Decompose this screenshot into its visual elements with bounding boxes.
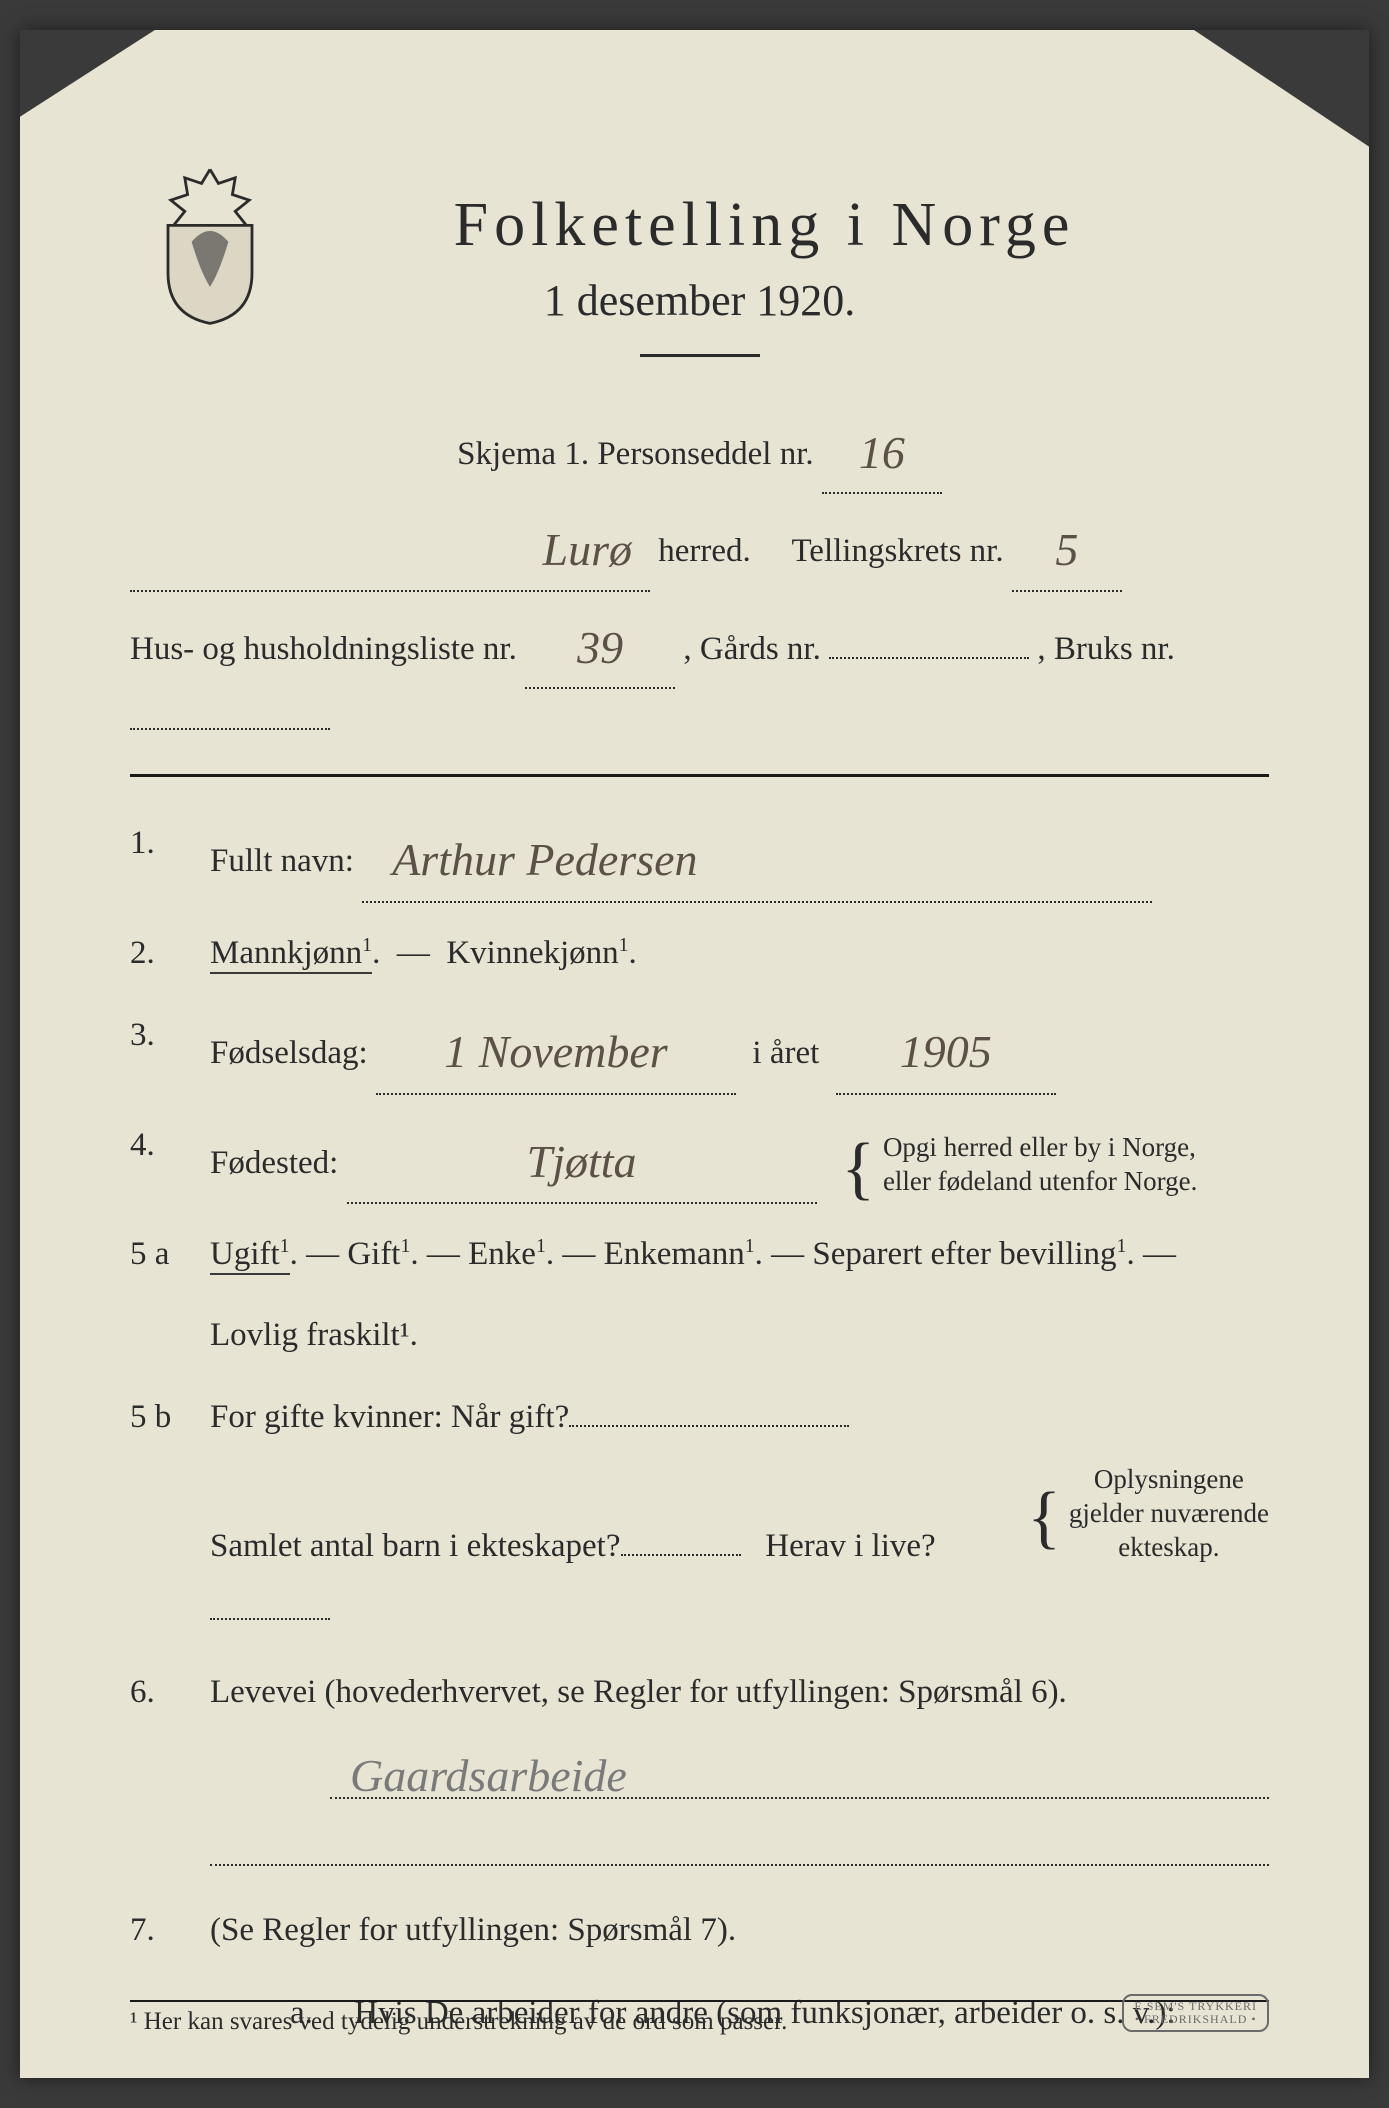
skjema-label: Skjema 1. Personseddel nr. bbox=[457, 436, 814, 472]
q4-value: Tjøtta bbox=[527, 1136, 637, 1187]
form-title: Folketelling i Norge bbox=[260, 190, 1269, 261]
q7: 7. (Se Regler for utfyllingen: Spørsmål … bbox=[130, 1898, 1269, 2078]
q6-value: Gaardsarbeide bbox=[350, 1731, 627, 1821]
gards-label: , Gårds nr. bbox=[683, 631, 820, 667]
q6-text: Levevei (hovederhvervet, se Regler for u… bbox=[210, 1674, 1067, 1710]
q4-label: Fødested: bbox=[210, 1145, 338, 1181]
footer: ¹ Her kan svares ved tydelig understrekn… bbox=[130, 2000, 1269, 2036]
fold-corner bbox=[1191, 30, 1369, 148]
q5a: 5 a Ugift1. — Gift1. — Enke1. — Enkemann… bbox=[130, 1222, 1269, 1367]
q5a-line2: Lovlig fraskilt¹. bbox=[210, 1317, 418, 1353]
liste-nr: 39 bbox=[577, 622, 623, 673]
q1: 1. Fullt navn: Arthur Pedersen bbox=[130, 811, 1269, 903]
q3: 3. Fødselsdag: 1 November i året 1905 bbox=[130, 1003, 1269, 1095]
stamp-l1: E.SEM'S TRYKKERI bbox=[1134, 1999, 1257, 2013]
q6: 6. Levevei (hovederhvervet, se Regler fo… bbox=[130, 1660, 1269, 1880]
herred-value: Lurø bbox=[543, 524, 632, 575]
q3-year: 1905 bbox=[900, 1026, 992, 1077]
q5b-note2: gjelder nuværende bbox=[1069, 1498, 1269, 1528]
printer-stamp: E.SEM'S TRYKKERI • FREDRIKSHALD • bbox=[1122, 1994, 1269, 2032]
meta-block: Skjema 1. Personseddel nr. 16 Lurø herre… bbox=[130, 405, 1269, 752]
q3-day: 1 November bbox=[444, 1026, 668, 1077]
form-header: Folketelling i Norge 1 desember 1920. bbox=[130, 190, 1269, 357]
q3-mid: i året bbox=[752, 1035, 819, 1071]
fold-corner bbox=[20, 30, 158, 118]
q5b: 5 b For gifte kvinner: Når gift? Samlet … bbox=[130, 1385, 1269, 1642]
q4: 4. Fødested: Tjøtta { Opgi herred eller … bbox=[130, 1113, 1269, 1205]
liste-label: Hus- og husholdningsliste nr. bbox=[130, 631, 517, 667]
q2: 2. Mannkjønn1. — Kvinnekjønn1. bbox=[130, 921, 1269, 985]
skjema-nr: 16 bbox=[859, 427, 905, 478]
tellingskrets-nr: 5 bbox=[1055, 524, 1078, 575]
herred-label: herred. bbox=[658, 533, 751, 569]
divider bbox=[640, 354, 760, 357]
census-form-page: Folketelling i Norge 1 desember 1920. Sk… bbox=[20, 30, 1369, 2078]
q7-lead: (Se Regler for utfyllingen: Spørsmål 7). bbox=[210, 1912, 736, 1948]
q1-value: Arthur Pedersen bbox=[392, 834, 697, 885]
q4-note1: Opgi herred eller by i Norge, bbox=[883, 1132, 1196, 1162]
section-rule bbox=[130, 774, 1269, 777]
q2-mannkjonn: Mannkjønn1 bbox=[210, 935, 372, 974]
q5a-line1: Ugift1. — Gift1. — Enke1. — Enkemann1. —… bbox=[210, 1236, 1176, 1272]
q5b-l2a: Samlet antal barn i ekteskapet? bbox=[210, 1528, 621, 1564]
q5b-l2b: Herav i live? bbox=[765, 1528, 935, 1564]
tellingskrets-label: Tellingskrets nr. bbox=[791, 533, 1003, 569]
q5b-note1: Oplysningene bbox=[1094, 1464, 1244, 1494]
q1-label: Fullt navn: bbox=[210, 843, 354, 879]
q5b-l1: For gifte kvinner: Når gift? bbox=[210, 1399, 569, 1435]
stamp-l2: • FREDRIKSHALD • bbox=[1135, 2012, 1257, 2026]
footer-note: ¹ Her kan svares ved tydelig understrekn… bbox=[130, 2008, 787, 2035]
q3-label: Fødselsdag: bbox=[210, 1035, 368, 1071]
q4-note2: eller fødeland utenfor Norge. bbox=[883, 1166, 1197, 1196]
form-subtitle: 1 desember 1920. bbox=[130, 275, 1269, 326]
q5b-note3: ekteskap. bbox=[1118, 1532, 1219, 1562]
coat-of-arms-icon bbox=[140, 160, 280, 330]
question-list: 1. Fullt navn: Arthur Pedersen 2. Mannkj… bbox=[130, 811, 1269, 2078]
footer-rule bbox=[130, 2000, 1269, 2002]
bruks-label: , Bruks nr. bbox=[1037, 631, 1175, 667]
